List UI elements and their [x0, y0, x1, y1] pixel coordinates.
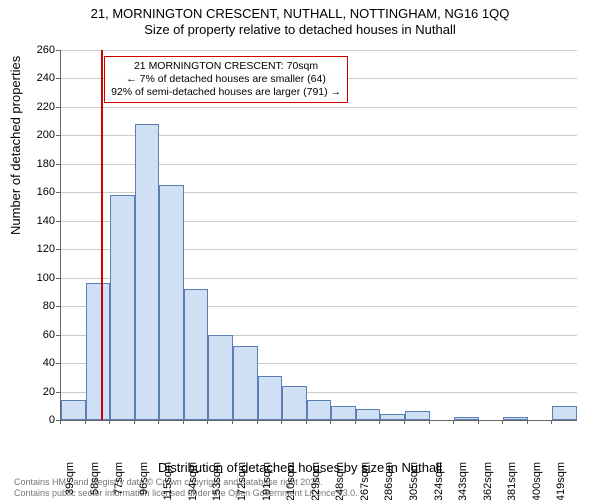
x-tick-label: 115sqm [162, 462, 174, 500]
x-tick-label: 381sqm [506, 462, 518, 500]
x-tick-label: 305sqm [408, 462, 420, 500]
y-tick-mark [56, 107, 60, 108]
y-tick-label: 0 [15, 414, 55, 426]
histogram-bar [184, 289, 209, 420]
x-tick-label: 362sqm [482, 462, 494, 500]
x-tick-label: 58sqm [89, 462, 101, 495]
histogram-bar [110, 195, 135, 420]
histogram-bar [405, 411, 430, 420]
plot-area [60, 50, 577, 421]
y-tick-label: 20 [15, 386, 55, 398]
callout-line3: 92% of semi-detached houses are larger (… [111, 86, 341, 99]
y-tick-mark [56, 221, 60, 222]
histogram-bar [135, 124, 160, 420]
x-tick-label: 400sqm [531, 462, 543, 500]
y-tick-mark [56, 306, 60, 307]
x-tick-mark [551, 420, 552, 424]
title-line2: Size of property relative to detached ho… [0, 22, 600, 38]
title-line1: 21, MORNINGTON CRESCENT, NUTHALL, NOTTIN… [0, 6, 600, 22]
callout-line2: ← 7% of detached houses are smaller (64) [111, 73, 341, 86]
y-tick-label: 260 [15, 44, 55, 56]
x-tick-label: 324sqm [433, 462, 445, 500]
histogram-bar [61, 400, 86, 420]
histogram-bar [86, 283, 111, 420]
y-tick-label: 220 [15, 101, 55, 113]
marker-line [101, 50, 103, 420]
x-tick-label: 39sqm [64, 462, 76, 495]
x-tick-label: 96sqm [138, 462, 150, 495]
y-tick-label: 160 [15, 186, 55, 198]
x-tick-mark [281, 420, 282, 424]
histogram-bar [356, 409, 381, 420]
title-block: 21, MORNINGTON CRESCENT, NUTHALL, NOTTIN… [0, 0, 600, 37]
x-tick-mark [109, 420, 110, 424]
x-tick-mark [306, 420, 307, 424]
x-tick-mark [257, 420, 258, 424]
y-tick-mark [56, 192, 60, 193]
x-tick-label: 77sqm [113, 462, 125, 495]
gridline [61, 107, 577, 108]
histogram-bar [282, 386, 307, 420]
histogram-bar [159, 185, 184, 420]
y-tick-mark [56, 50, 60, 51]
y-tick-label: 100 [15, 272, 55, 284]
x-tick-mark [330, 420, 331, 424]
x-tick-label: 134sqm [187, 462, 199, 500]
y-tick-label: 180 [15, 158, 55, 170]
y-tick-label: 200 [15, 129, 55, 141]
y-tick-mark [56, 249, 60, 250]
y-tick-mark [56, 363, 60, 364]
x-tick-label: 229sqm [310, 462, 322, 500]
histogram-bar [331, 406, 356, 420]
x-tick-mark [158, 420, 159, 424]
y-tick-label: 80 [15, 300, 55, 312]
histogram-bar [552, 406, 577, 420]
x-tick-mark [429, 420, 430, 424]
x-tick-mark [232, 420, 233, 424]
y-tick-mark [56, 78, 60, 79]
x-tick-mark [207, 420, 208, 424]
x-tick-mark [404, 420, 405, 424]
x-tick-mark [355, 420, 356, 424]
histogram-bar [503, 417, 528, 420]
x-tick-mark [527, 420, 528, 424]
x-tick-mark [134, 420, 135, 424]
y-tick-mark [56, 392, 60, 393]
callout-line1: 21 MORNINGTON CRESCENT: 70sqm [111, 60, 341, 73]
x-tick-mark [453, 420, 454, 424]
y-tick-label: 240 [15, 72, 55, 84]
x-tick-label: 267sqm [359, 462, 371, 500]
y-tick-mark [56, 278, 60, 279]
y-tick-label: 140 [15, 215, 55, 227]
y-tick-mark [56, 135, 60, 136]
x-tick-mark [478, 420, 479, 424]
x-tick-label: 343sqm [457, 462, 469, 500]
gridline [61, 50, 577, 51]
x-tick-label: 153sqm [211, 462, 223, 500]
x-tick-mark [502, 420, 503, 424]
histogram-bar [233, 346, 258, 420]
histogram-bar [258, 376, 283, 420]
x-tick-mark [85, 420, 86, 424]
x-tick-label: 172sqm [236, 462, 248, 500]
histogram-bar [454, 417, 479, 420]
x-tick-mark [60, 420, 61, 424]
x-tick-mark [183, 420, 184, 424]
x-tick-label: 419sqm [555, 462, 567, 500]
histogram-bar [380, 414, 405, 420]
x-tick-label: 286sqm [383, 462, 395, 500]
y-tick-mark [56, 335, 60, 336]
chart-container: 21, MORNINGTON CRESCENT, NUTHALL, NOTTIN… [0, 0, 600, 500]
y-tick-label: 60 [15, 329, 55, 341]
y-tick-mark [56, 164, 60, 165]
x-tick-label: 210sqm [285, 462, 297, 500]
callout-box: 21 MORNINGTON CRESCENT: 70sqm← 7% of det… [104, 56, 348, 103]
histogram-bar [307, 400, 332, 420]
x-tick-label: 191sqm [261, 462, 273, 500]
x-tick-mark [379, 420, 380, 424]
y-tick-label: 40 [15, 357, 55, 369]
x-tick-label: 248sqm [334, 462, 346, 500]
histogram-bar [208, 335, 233, 420]
y-tick-label: 120 [15, 243, 55, 255]
